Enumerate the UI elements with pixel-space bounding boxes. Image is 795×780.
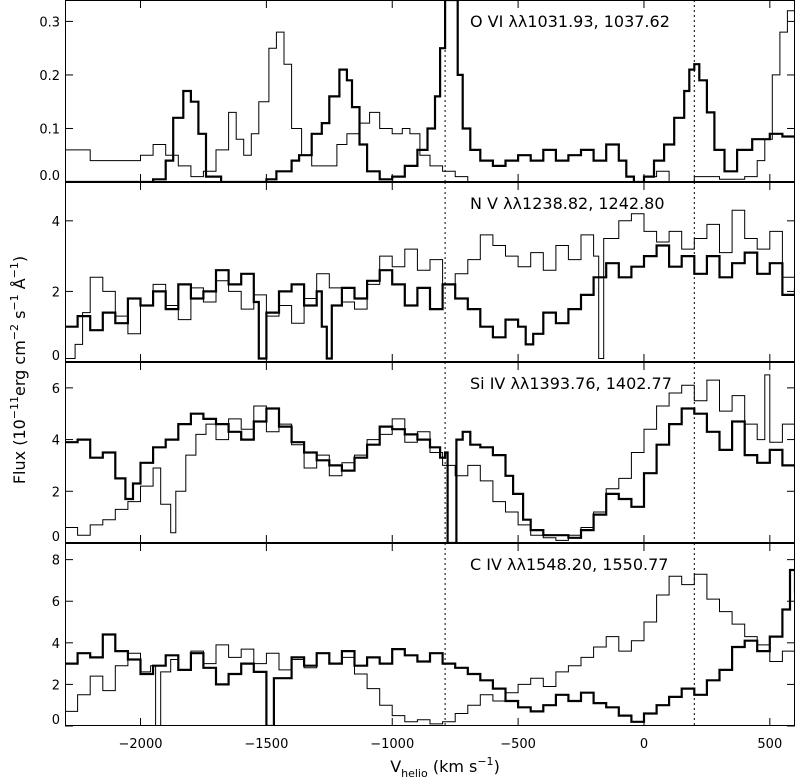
y-axis-title-part-5: −1 [8, 294, 21, 310]
y-axis-title-part-1: −11 [8, 396, 21, 419]
panel-1-title: N V λλ1238.82, 1242.80 [470, 194, 665, 213]
panel-0-series-thin [65, 5, 795, 182]
y-axis-title-part-0: Flux (10 [10, 419, 29, 484]
x-tick-labels: −2000 −1500 −1000 −500 0 500 [119, 737, 783, 752]
y-axis-title-part-3: −2 [8, 324, 21, 340]
panel-2-series-thick [65, 407, 795, 543]
x-axis-title-units-close: ) [494, 757, 500, 776]
panel-0-ytick-label-2: 0.2 [39, 69, 60, 84]
panel-1-ytick-label-2: 4 [52, 215, 60, 230]
x-axis-title-units-exp: −1 [477, 755, 493, 768]
y-axis-title-part-8: ) [10, 256, 29, 262]
panel-2-series-thin [65, 374, 795, 541]
x-axis: −2000 −1500 −1000 −500 0 500 Vhelio (km s−1) [119, 737, 783, 780]
panel-2: 0 2 4 6 Si IV λλ1393.76, 1402.77 [52, 362, 795, 545]
panel-1-series-thin [65, 209, 795, 359]
y-axis-title-part-6: Å [10, 278, 29, 294]
panel-3-series-thick [65, 568, 795, 726]
panel-2-ytick-label-2: 4 [52, 434, 60, 449]
x-tick-label-4: 0 [640, 737, 648, 752]
x-axis-title: Vhelio (km s−1) [390, 755, 500, 780]
x-tick-label-2: −1000 [370, 737, 414, 752]
x-tick-label-5: 500 [757, 737, 782, 752]
y-axis-title-part-4: s [10, 311, 29, 324]
panel-0: 0.0 0.1 0.2 0.3 O VI λλ1031.93, 1037.62 [39, 0, 795, 184]
panel-3-ytick-label-4: 8 [52, 554, 60, 569]
y-axis-title-group: Flux (10−11erg cm−2 s−1 Å−1) [8, 256, 29, 484]
panel-0-ytick-label-1: 0.1 [39, 122, 60, 137]
panel-1-ytick-label-0: 0 [52, 349, 60, 364]
panel-0-ytick-label-0: 0.0 [39, 169, 60, 184]
x-axis-title-main: V [390, 757, 401, 776]
panel-2-ytick-label-3: 6 [52, 382, 60, 397]
panel-1-ytick-label-1: 2 [52, 285, 60, 300]
panel-0-ytick-label-3: 0.3 [39, 15, 60, 30]
panel-3-ytick-label-3: 6 [52, 595, 60, 610]
panel-1-series-thick [65, 244, 795, 360]
x-tick-label-0: −2000 [119, 737, 163, 752]
panel-3-title: C IV λλ1548.20, 1550.77 [470, 555, 668, 574]
panel-3-series-thin [65, 573, 795, 726]
x-tick-label-3: −500 [500, 737, 536, 752]
panel-3-ytick-label-0: 0 [52, 713, 60, 728]
x-axis-title-sub: helio [401, 767, 428, 780]
panel-3-frame [65, 543, 795, 726]
panel-1: 0 2 4 N V λλ1238.82, 1242.80 [52, 182, 795, 364]
panel-1-frame [65, 182, 795, 362]
panel-2-ytick-label-0: 0 [52, 530, 60, 545]
panel-0-series [65, 0, 795, 182]
panel-3: 0 2 4 6 8 C IV λλ1548.20, 1550.77 [52, 543, 795, 728]
x-axis-title-units: (km s [428, 757, 478, 776]
y-axis-title-part-7: −1 [8, 262, 21, 278]
panels: 0.0 0.1 0.2 0.3 O VI λλ1031.93, 1037.62 0 2 4 N … [39, 0, 795, 728]
y-axis-title-part-2: erg cm [10, 340, 29, 396]
panel-1-series [65, 209, 795, 360]
panel-3-ytick-label-2: 4 [52, 637, 60, 652]
panel-3-series [65, 568, 795, 726]
panel-0-series-thick [65, 0, 795, 182]
panel-2-title: Si IV λλ1393.76, 1402.77 [470, 374, 672, 393]
panel-0-title: O VI λλ1031.93, 1037.62 [470, 12, 670, 31]
y-axis-title: Flux (10−11erg cm−2 s−1 Å−1) [8, 256, 29, 484]
x-tick-label-1: −1500 [244, 737, 288, 752]
panel-3-ytick-label-1: 2 [52, 678, 60, 693]
panel-2-series [65, 374, 795, 543]
panel-2-ytick-label-1: 2 [52, 485, 60, 500]
